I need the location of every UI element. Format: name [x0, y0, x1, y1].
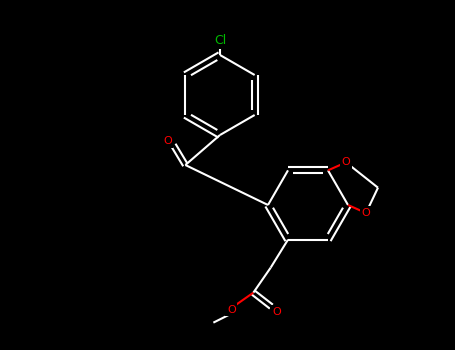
Text: O: O: [163, 136, 172, 146]
Text: Cl: Cl: [214, 35, 226, 48]
Text: O: O: [362, 208, 370, 218]
Text: O: O: [227, 304, 236, 315]
Text: O: O: [272, 307, 281, 317]
Text: O: O: [342, 158, 350, 167]
